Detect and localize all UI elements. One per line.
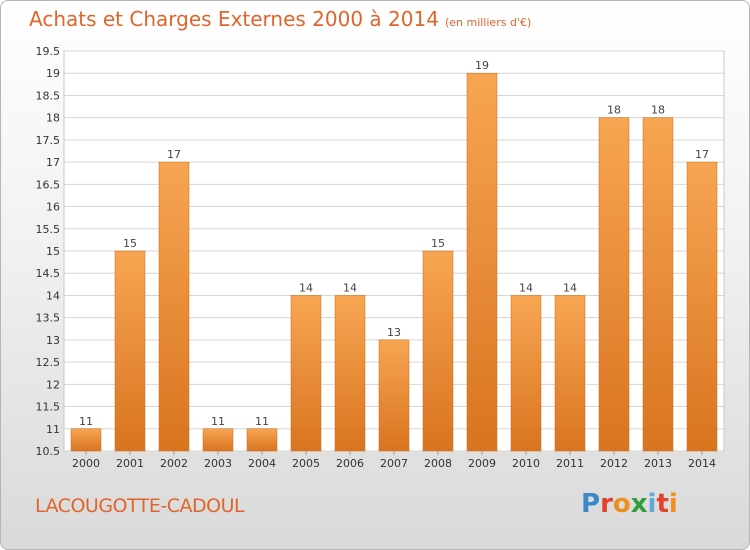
x-tick-label-2006: 2006 xyxy=(336,457,364,470)
proxiti-logo: Proxiti xyxy=(581,489,678,519)
y-tick-label: 11.5 xyxy=(36,401,61,414)
x-tick-label-2003: 2003 xyxy=(204,457,232,470)
y-tick-label: 18.5 xyxy=(36,89,61,102)
y-tick-label: 16 xyxy=(46,201,60,214)
x-tick-label-2005: 2005 xyxy=(292,457,320,470)
y-tick-label: 19.5 xyxy=(36,45,61,58)
x-tick-label-2013: 2013 xyxy=(644,457,672,470)
x-tick-label-2009: 2009 xyxy=(468,457,496,470)
value-label-2003: 11 xyxy=(211,415,225,428)
x-axis-ticks: 2000 2001 2002 2003 2004 2005 2006 2007 2008 2009… xyxy=(72,451,716,470)
logo-letter: i xyxy=(647,489,657,519)
bar-2006 xyxy=(334,295,366,452)
logo-letter: i xyxy=(668,489,678,519)
x-tick-label-2012: 2012 xyxy=(600,457,628,470)
bar-2008 xyxy=(422,250,454,452)
value-label-2009: 19 xyxy=(475,59,489,72)
y-tick-label: 19 xyxy=(46,67,60,80)
bar-2012 xyxy=(598,117,630,452)
y-tick-label: 10.5 xyxy=(36,445,61,458)
x-tick-label-2000: 2000 xyxy=(72,457,100,470)
logo-letter: r xyxy=(600,489,613,519)
chart-title: Achats et Charges Externes 2000 à 2014 (e… xyxy=(29,7,531,31)
y-tick-label: 14.5 xyxy=(36,267,61,280)
value-label-2008: 15 xyxy=(431,237,445,250)
x-tick-label-2010: 2010 xyxy=(512,457,540,470)
x-tick-label-2001: 2001 xyxy=(116,457,144,470)
y-tick-label: 15.5 xyxy=(36,223,61,236)
logo-letter: t xyxy=(656,489,669,519)
x-tick-label-2008: 2008 xyxy=(424,457,452,470)
x-tick-label-2004: 2004 xyxy=(248,457,276,470)
bar-2000 xyxy=(70,428,102,452)
bar-2009 xyxy=(466,72,498,452)
y-tick-label: 11 xyxy=(46,423,60,436)
bars: 11 15 17 11 11 14 14 13 15 19 14 14 18 18 17 xyxy=(70,59,718,452)
bar-2001 xyxy=(114,250,146,452)
x-tick-label-2002: 2002 xyxy=(160,457,188,470)
y-tick-label: 16.5 xyxy=(36,178,61,191)
x-tick-label-2011: 2011 xyxy=(556,457,584,470)
value-label-2013: 18 xyxy=(651,104,665,117)
bar-2004 xyxy=(246,428,278,452)
logo-letter: P xyxy=(581,489,601,519)
bar-2003 xyxy=(202,428,234,452)
y-tick-label: 17.5 xyxy=(36,134,61,147)
logo-letter: o xyxy=(612,489,631,519)
commune-name: LACOUGOTTE-CADOUL xyxy=(35,495,245,517)
y-tick-label: 14 xyxy=(46,289,60,302)
bar-2013 xyxy=(642,117,674,452)
logo-letter: x xyxy=(630,489,648,519)
x-tick-label-2007: 2007 xyxy=(380,457,408,470)
y-tick-label: 13.5 xyxy=(36,312,61,325)
value-label-2002: 17 xyxy=(167,148,181,161)
y-tick-label: 12 xyxy=(46,378,60,391)
bar-2011 xyxy=(554,295,586,452)
y-tick-label: 13 xyxy=(46,334,60,347)
y-tick-label: 15 xyxy=(46,245,60,258)
value-label-2000: 11 xyxy=(79,415,93,428)
value-label-2006: 14 xyxy=(343,281,357,294)
bar-2002 xyxy=(158,161,190,452)
y-tick-label: 17 xyxy=(46,156,60,169)
chart-title-text: Achats et Charges Externes 2000 à 2014 xyxy=(29,7,439,31)
value-label-2004: 11 xyxy=(255,415,269,428)
bar-2014 xyxy=(686,161,718,452)
bar-2010 xyxy=(510,295,542,452)
value-label-2012: 18 xyxy=(607,104,621,117)
value-label-2007: 13 xyxy=(387,326,401,339)
chart-unit: (en milliers d'€) xyxy=(444,16,532,29)
y-axis-ticks: 10.5 11 11.5 12 12.5 13 13.5 14 14.5 15 15.5 16 16.5… xyxy=(36,45,61,458)
bar-2007 xyxy=(378,339,410,452)
value-label-2011: 14 xyxy=(563,281,577,294)
value-label-2001: 15 xyxy=(123,237,137,250)
y-tick-label: 18 xyxy=(46,112,60,125)
value-label-2005: 14 xyxy=(299,281,313,294)
value-label-2014: 17 xyxy=(695,148,709,161)
value-label-2010: 14 xyxy=(519,281,533,294)
bar-2005 xyxy=(290,295,322,452)
x-tick-label-2014: 2014 xyxy=(688,457,716,470)
y-tick-label: 12.5 xyxy=(36,356,61,369)
